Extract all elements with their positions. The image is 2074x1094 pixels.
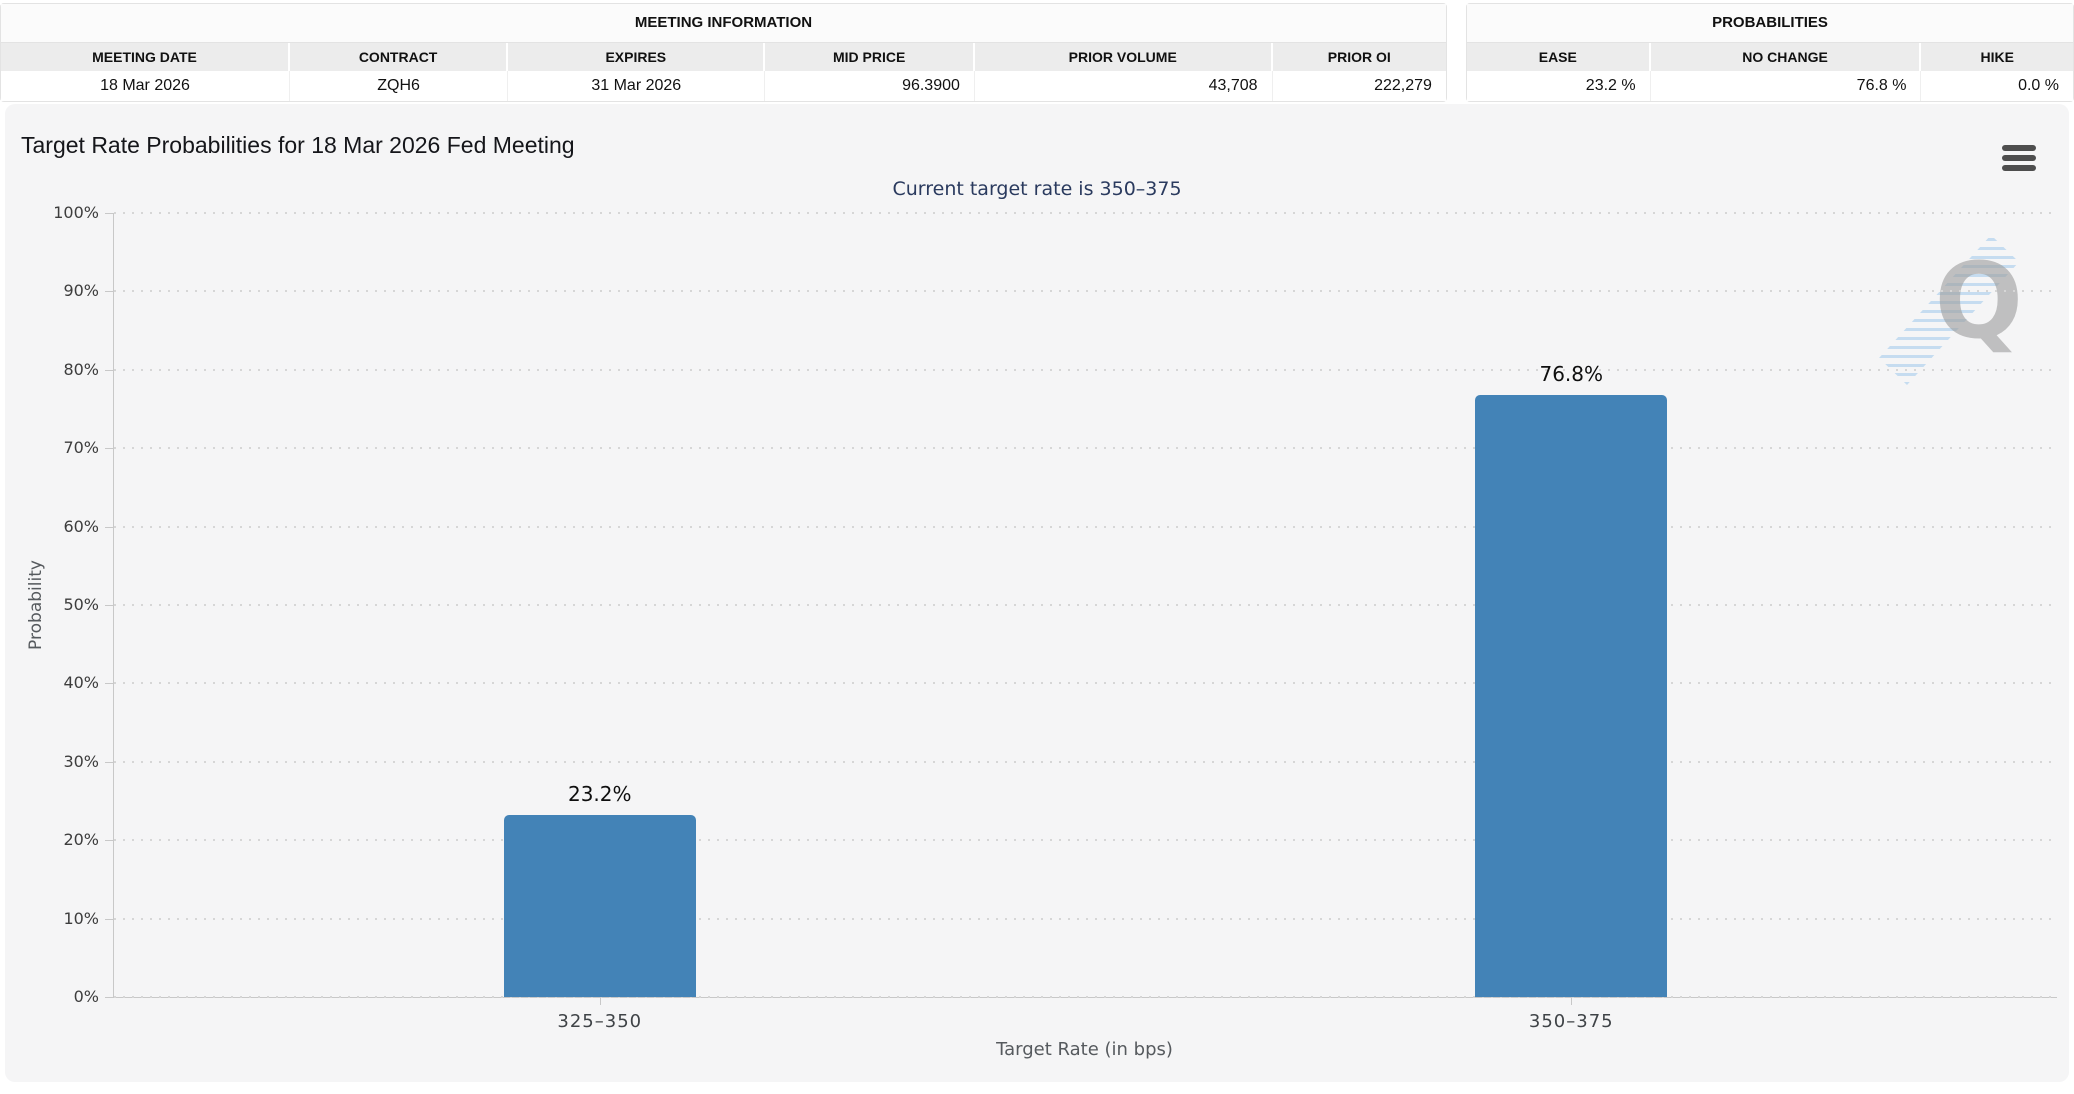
y-tick-mark [105, 918, 114, 920]
quikstrike-q-logo-icon: Q [1934, 240, 2023, 362]
x-axis-title: Target Rate (in bps) [996, 1039, 1173, 1060]
y-tick-mark [105, 683, 114, 685]
y-tick-mark [105, 761, 114, 763]
chart-title: Target Rate Probabilities for 18 Mar 202… [21, 132, 575, 158]
hamburger-icon [2002, 145, 2036, 151]
y-tick-label: 80% [63, 359, 99, 379]
x-category-label: 350–375 [1528, 1011, 1614, 1032]
meeting-information-table: MEETING INFORMATION MEETING DATE CONTRAC… [0, 3, 1447, 102]
column-header-no-change: NO CHANGE [1651, 43, 1922, 71]
column-header-expires: EXPIRES [508, 43, 766, 71]
column-header-mid-price: MID PRICE [765, 43, 975, 71]
probabilities-value-row: 23.2 % 76.8 % 0.0 % [1467, 71, 2073, 101]
watermark-swoosh-icon [1879, 235, 2019, 385]
meeting-information-header-row: MEETING DATE CONTRACT EXPIRES MID PRICE … [1, 43, 1446, 71]
y-tick-label: 40% [63, 673, 99, 693]
column-header-hike: HIKE [1980, 49, 2014, 65]
column-header-meeting-date: MEETING DATE [1, 43, 290, 71]
x-tick-mark [1571, 997, 1573, 1005]
column-header-ease: EASE [1467, 43, 1651, 71]
column-header-contract: CONTRACT [290, 43, 509, 71]
gridline-0 [114, 996, 2057, 998]
probabilities-header-row: EASE NO CHANGE HIKE [1467, 43, 2073, 71]
bar-350–375[interactable] [1475, 394, 1668, 997]
chart-subtitle: Current target rate is 350–375 [892, 178, 1182, 200]
probabilities-table: PROBABILITIES EASE NO CHANGE HIKE 23.2 %… [1466, 3, 2074, 102]
column-header-prior-volume: PRIOR VOLUME [975, 43, 1273, 71]
chart-panel: Target Rate Probabilities for 18 Mar 202… [5, 104, 2069, 1082]
y-tick-mark [105, 291, 114, 293]
meeting-date-value: 18 Mar 2026 [1, 71, 290, 101]
plot-area: Q 0% 10% 20% 30% 40% 50% 60% 70% 80% 90% 100% 23.2%… [53, 203, 2057, 1032]
y-tick-label: 50% [63, 595, 99, 614]
y-tick-label: 20% [63, 830, 99, 850]
y-tick-label: 0% [73, 987, 99, 1006]
y-tick-mark [105, 605, 114, 606]
gridline-80 [114, 368, 2057, 371]
y-tick-mark [105, 997, 114, 998]
y-tick-mark [105, 840, 114, 842]
mid-price-value: 96.3900 [765, 71, 975, 101]
meeting-information-value-row: 18 Mar 2026 ZQH6 31 Mar 2026 96.3900 43,… [1, 71, 1446, 101]
gridline-20 [114, 839, 2057, 842]
hamburger-icon [2002, 165, 2036, 171]
prior-oi-value: 222,279 [1374, 77, 1432, 94]
ease-probability-value: 23.2 % [1467, 71, 1651, 101]
gridline-70 [114, 447, 2057, 450]
y-tick-label: 70% [63, 438, 99, 458]
hamburger-icon [2002, 155, 2036, 161]
y-tick-label: 90% [63, 281, 99, 301]
prior-volume-value: 43,708 [975, 71, 1273, 101]
column-header-prior-oi: PRIOR OI [1327, 49, 1391, 65]
y-tick-label: 10% [63, 908, 99, 928]
x-category-label: 325–350 [557, 1011, 643, 1032]
gridline-50 [114, 604, 2057, 606]
meeting-information-title: MEETING INFORMATION [1, 4, 1446, 43]
chart-menu-button[interactable] [2002, 145, 2036, 171]
x-tick-mark [599, 997, 601, 1005]
gridline-10 [114, 917, 2057, 920]
no-change-probability-value: 76.8 % [1651, 71, 1922, 101]
summary-tables-row: MEETING INFORMATION MEETING DATE CONTRAC… [0, 3, 2074, 102]
probabilities-title: PROBABILITIES [1467, 4, 2073, 43]
quikstrike-watermark: Q [1879, 227, 2029, 392]
gridline-40 [114, 682, 2057, 685]
gridline-100 [114, 212, 2057, 214]
y-tick-label: 30% [63, 751, 99, 771]
y-tick-label: 60% [63, 516, 99, 536]
contract-value: ZQH6 [290, 71, 509, 101]
y-tick-mark [105, 369, 114, 371]
gridline-90 [114, 290, 2057, 293]
y-tick-mark [105, 448, 114, 450]
bar-value-label: 76.8% [1539, 361, 1604, 386]
y-tick-label: 100% [53, 203, 99, 222]
gridline-60 [114, 525, 2057, 528]
gridline-30 [114, 760, 2057, 763]
y-tick-mark [105, 526, 114, 528]
bar-325–350[interactable] [503, 815, 696, 997]
hike-probability-value: 0.0 % [2018, 77, 2059, 94]
bar-value-label: 23.2% [567, 782, 632, 807]
expires-value: 31 Mar 2026 [508, 71, 766, 101]
y-tick-mark [105, 213, 114, 214]
